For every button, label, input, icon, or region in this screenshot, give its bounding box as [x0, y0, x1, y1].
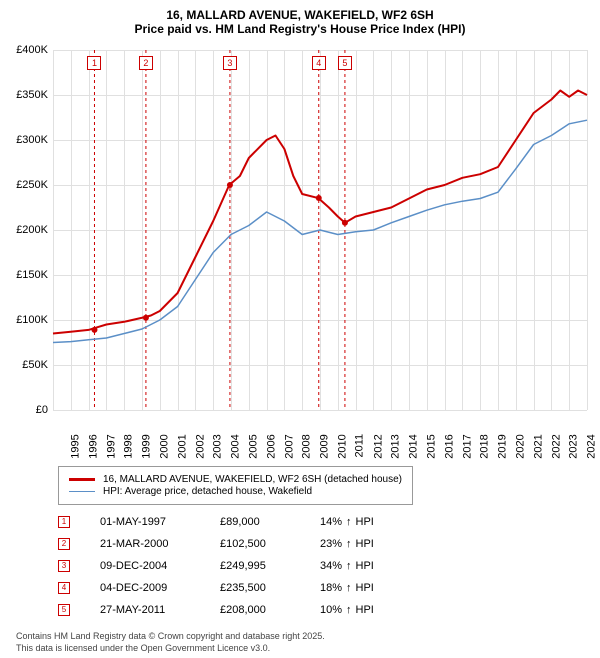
sale-marker-dot [143, 315, 149, 321]
chart-svg [8, 40, 592, 460]
sale-row-marker: 1 [58, 516, 70, 528]
sale-row-price: £89,000 [220, 516, 320, 528]
title-line-2: Price paid vs. HM Land Registry's House … [8, 22, 592, 36]
sale-marker-box: 3 [223, 56, 237, 70]
sale-row-hpi-label: HPI [356, 582, 374, 594]
legend-swatch [69, 478, 95, 481]
chart-area: £0£50K£100K£150K£200K£250K£300K£350K£400… [8, 40, 592, 460]
sale-marker-dot [342, 220, 348, 226]
sale-row: 4 04-DEC-2009£235,50018% ↑ HPI [58, 577, 592, 599]
sale-row-hpi-label: HPI [356, 604, 374, 616]
sale-row-diff: 14% ↑ HPI [320, 516, 440, 528]
legend-label: 16, MALLARD AVENUE, WAKEFIELD, WF2 6SH (… [103, 474, 402, 485]
sale-row-date: 09-DEC-2004 [100, 560, 220, 572]
legend-row: HPI: Average price, detached house, Wake… [69, 486, 402, 497]
sale-row: 1 01-MAY-1997£89,00014% ↑ HPI [58, 511, 592, 533]
sale-row-diff: 34% ↑ HPI [320, 560, 440, 572]
sale-row-marker: 5 [58, 604, 70, 616]
arrow-up-icon: ↑ [346, 604, 352, 616]
sale-row: 3 09-DEC-2004£249,99534% ↑ HPI [58, 555, 592, 577]
arrow-up-icon: ↑ [346, 538, 352, 550]
sale-marker-dot [316, 195, 322, 201]
legend-row: 16, MALLARD AVENUE, WAKEFIELD, WF2 6SH (… [69, 474, 402, 485]
footer-line-1: Contains HM Land Registry data © Crown c… [16, 631, 592, 643]
sale-row-pct: 10% [320, 604, 342, 616]
sale-row-marker: 3 [58, 560, 70, 572]
footer-line-2: This data is licensed under the Open Gov… [16, 643, 592, 655]
sale-row-diff: 23% ↑ HPI [320, 538, 440, 550]
sale-row-date: 04-DEC-2009 [100, 582, 220, 594]
sale-row-pct: 14% [320, 516, 342, 528]
sale-marker-box: 1 [87, 56, 101, 70]
sale-row-hpi-label: HPI [356, 538, 374, 550]
sale-row-diff: 10% ↑ HPI [320, 604, 440, 616]
sale-row-date: 27-MAY-2011 [100, 604, 220, 616]
arrow-up-icon: ↑ [346, 516, 352, 528]
sale-marker-box: 2 [139, 56, 153, 70]
sales-table: 1 01-MAY-1997£89,00014% ↑ HPI 2 21-MAR-2000£1… [58, 511, 592, 621]
sale-marker-dot [227, 182, 233, 188]
legend: 16, MALLARD AVENUE, WAKEFIELD, WF2 6SH (… [58, 466, 413, 505]
sale-row-price: £208,000 [220, 604, 320, 616]
title-block: 16, MALLARD AVENUE, WAKEFIELD, WF2 6SH P… [8, 8, 592, 36]
legend-swatch [69, 491, 95, 493]
series-line [53, 91, 587, 334]
title-line-1: 16, MALLARD AVENUE, WAKEFIELD, WF2 6SH [8, 8, 592, 22]
sale-marker-box: 4 [312, 56, 326, 70]
sale-row: 5 27-MAY-2011£208,00010% ↑ HPI [58, 599, 592, 621]
sale-row-marker: 2 [58, 538, 70, 550]
chart-container: 16, MALLARD AVENUE, WAKEFIELD, WF2 6SH P… [0, 0, 600, 658]
sale-row-pct: 23% [320, 538, 342, 550]
arrow-up-icon: ↑ [346, 582, 352, 594]
sale-row: 2 21-MAR-2000£102,50023% ↑ HPI [58, 533, 592, 555]
sale-row-diff: 18% ↑ HPI [320, 582, 440, 594]
sale-row-price: £235,500 [220, 582, 320, 594]
sale-row-marker: 4 [58, 582, 70, 594]
footer: Contains HM Land Registry data © Crown c… [16, 631, 592, 654]
sale-row-date: 21-MAR-2000 [100, 538, 220, 550]
sale-row-hpi-label: HPI [356, 516, 374, 528]
sale-row-price: £249,995 [220, 560, 320, 572]
sale-marker-dot [91, 327, 97, 333]
arrow-up-icon: ↑ [346, 560, 352, 572]
sale-row-price: £102,500 [220, 538, 320, 550]
sale-row-pct: 18% [320, 582, 342, 594]
legend-label: HPI: Average price, detached house, Wake… [103, 486, 312, 497]
sale-marker-box: 5 [338, 56, 352, 70]
sale-row-pct: 34% [320, 560, 342, 572]
sale-row-hpi-label: HPI [356, 560, 374, 572]
sale-row-date: 01-MAY-1997 [100, 516, 220, 528]
